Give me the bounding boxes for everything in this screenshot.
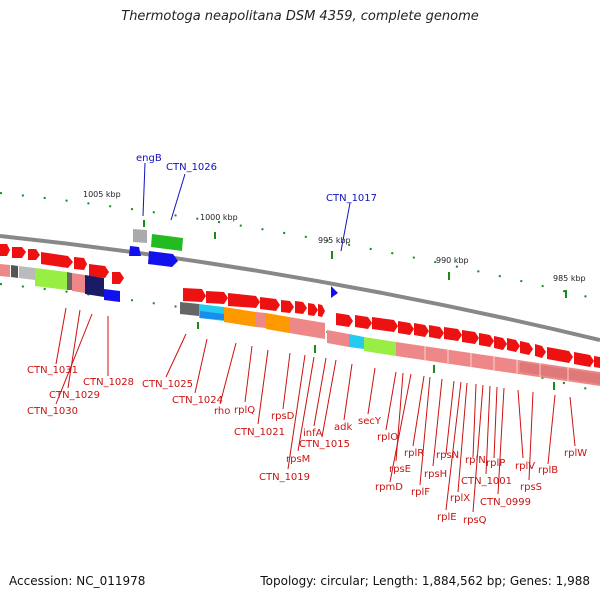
gene-label: CTN_1024 xyxy=(172,395,223,406)
bottom-leaders xyxy=(55,307,576,513)
gene-label: CTN_1019 xyxy=(259,472,310,483)
gene-label: rplP xyxy=(486,458,505,469)
gene-label: CTN_1001 xyxy=(461,476,512,487)
gene-label: CTN_1015 xyxy=(299,439,350,450)
gene-label: adk xyxy=(334,422,352,433)
top-leaders xyxy=(142,162,351,252)
gene-label: rpsM xyxy=(286,454,310,465)
bottom-strand-genes-left xyxy=(0,264,120,302)
tick-label: 1000 kbp xyxy=(200,213,238,222)
gene-label: rplE xyxy=(437,512,457,523)
gene-label: rpsN xyxy=(436,450,459,461)
gene-label: rplV xyxy=(515,461,535,472)
accession-text: Accession: NC_011978 xyxy=(9,574,146,588)
gene-label: rplX xyxy=(450,493,470,504)
gene-label: rho xyxy=(214,406,230,417)
gene-label: rplF xyxy=(411,487,430,498)
tick-label: 1005 kbp xyxy=(83,190,121,199)
gene-label-engB: engB xyxy=(136,153,162,164)
gene-label: rplN xyxy=(465,455,486,466)
tick-label: 995 kbp xyxy=(318,236,351,245)
gene-label: CTN_0999 xyxy=(480,497,531,508)
gene-label: rplQ xyxy=(234,405,255,416)
genome-backbone xyxy=(0,234,600,342)
gene-label: CTN_1025 xyxy=(142,379,193,390)
tick-label: 985 kbp xyxy=(553,274,586,283)
tick-label: 990 kbp xyxy=(436,256,469,265)
gene-label: CTN_1030 xyxy=(27,406,78,417)
gene-label: rpsD xyxy=(271,411,295,422)
inner-ruler xyxy=(0,283,600,393)
gene-label: rpsH xyxy=(424,469,447,480)
gene-label: CTN_1031 xyxy=(27,365,78,376)
top-strand-genes-right xyxy=(183,286,600,368)
gene-label: infA xyxy=(303,428,323,439)
gene-label: CTN_1028 xyxy=(83,377,134,388)
gene-label-CTN_1026: CTN_1026 xyxy=(166,162,217,173)
gene-label: rpsE xyxy=(389,464,411,475)
gene-label: CTN_1029 xyxy=(49,390,100,401)
gene-label: rplB xyxy=(538,465,558,476)
gene-label: CTN_1021 xyxy=(234,427,285,438)
gene-label: rpsQ xyxy=(463,515,487,526)
top-strand-genes-left xyxy=(0,229,183,284)
bottom-strand-genes-right xyxy=(180,302,600,386)
gene-label-CTN_1017: CTN_1017 xyxy=(326,193,377,204)
gene-label: rpmD xyxy=(375,482,403,493)
bottom-labels: CTN_1031 CTN_1029 CTN_1030 CTN_1028 CTN_… xyxy=(27,365,587,526)
gene-label: secY xyxy=(358,416,382,427)
gene-label: rplR xyxy=(404,448,424,459)
outer-ruler xyxy=(0,192,600,301)
page-title: Thermotoga neapolitana DSM 4359, complet… xyxy=(121,9,479,24)
gene-label: rpsS xyxy=(520,482,542,493)
gene-label: rplW xyxy=(564,448,587,459)
genome-summary: Topology: circular; Length: 1,884,562 bp… xyxy=(260,574,590,588)
gene-label: rplO xyxy=(377,432,398,443)
